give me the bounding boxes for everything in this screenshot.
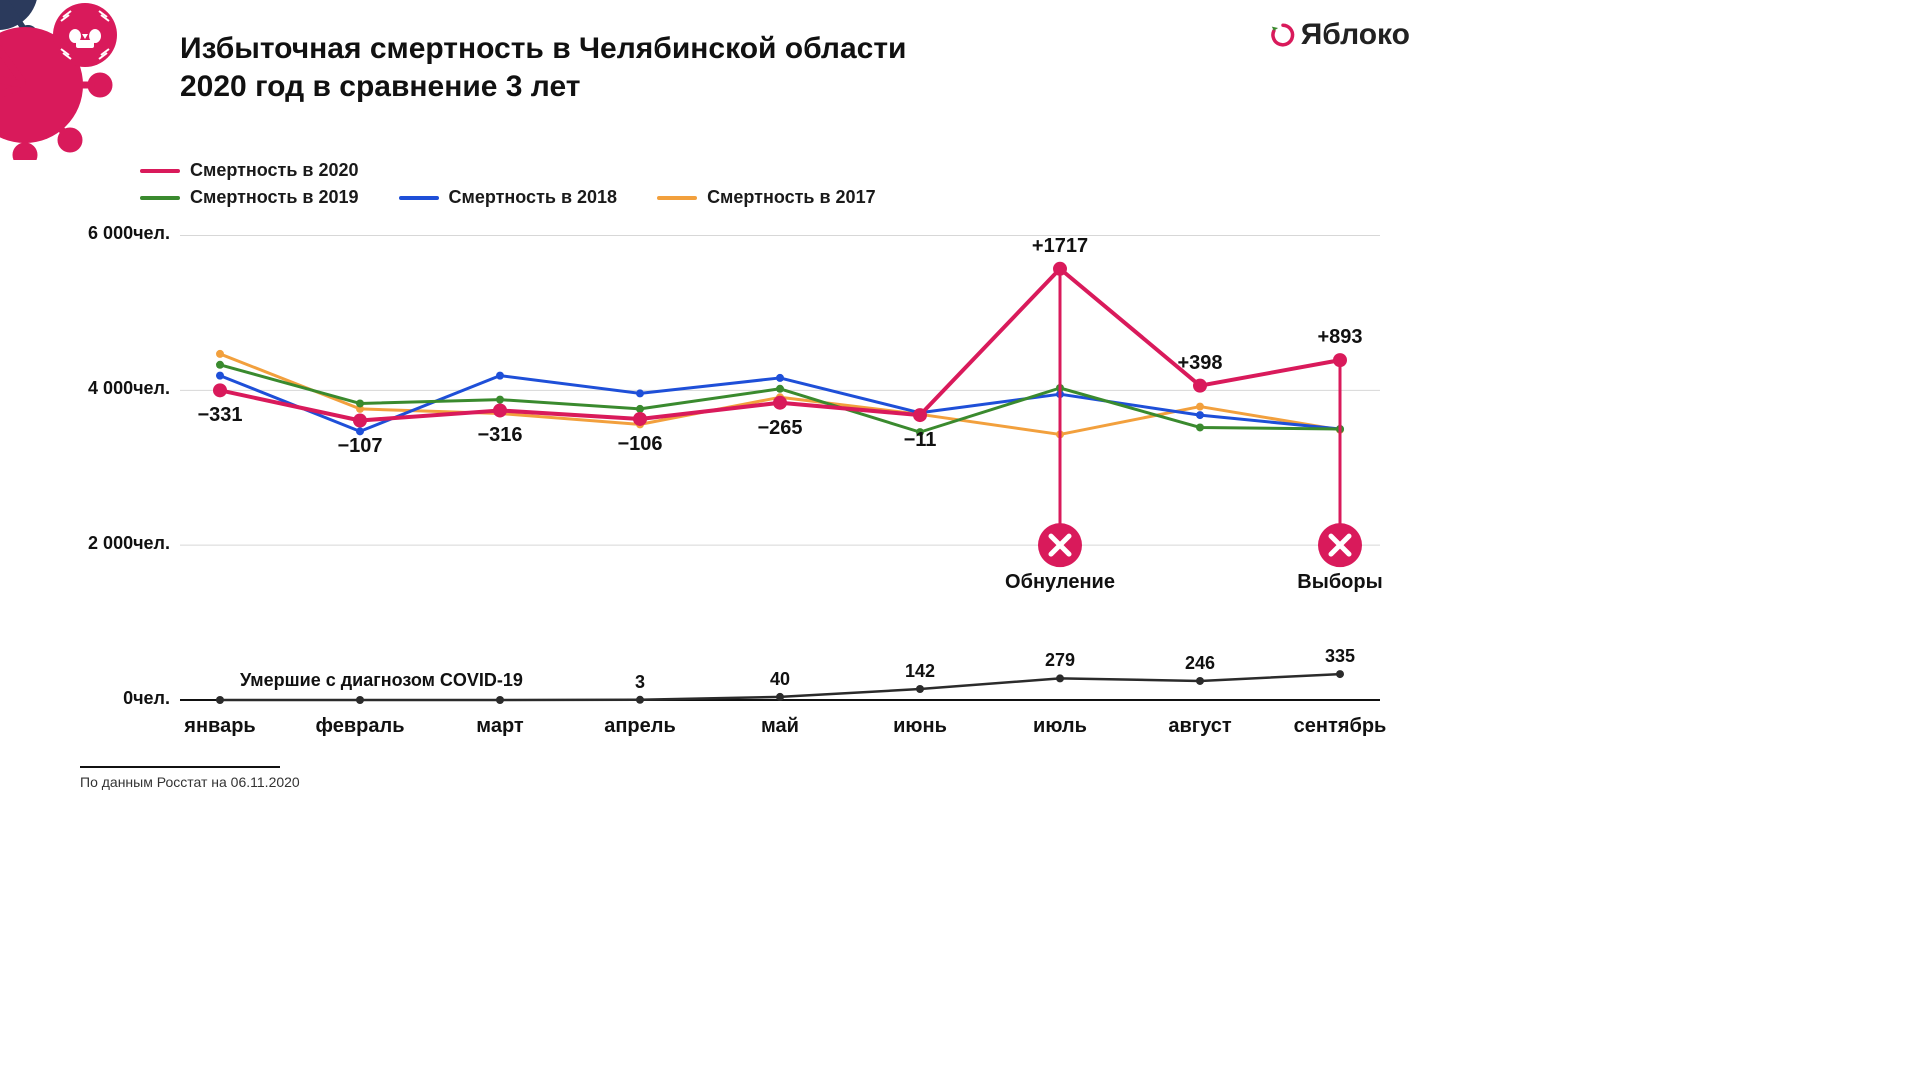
virus-decoration — [0, 0, 160, 160]
y-axis-tick-label: 4 000чел. — [80, 378, 170, 399]
x-axis-tick-label: июнь — [893, 715, 947, 738]
y-axis-tick-label: 6 000чел. — [80, 223, 170, 244]
page-header: Избыточная смертность в Челябинской обла… — [180, 30, 906, 105]
page-title: Избыточная смертность в Челябинской обла… — [180, 30, 906, 105]
diff-label: −265 — [757, 417, 802, 440]
covid-value-label: 279 — [1045, 650, 1075, 671]
diff-label: +893 — [1317, 326, 1362, 349]
diff-label: +398 — [1177, 352, 1222, 375]
chart: Смертность в 2020 Смертность в 2019 Смер… — [80, 160, 1400, 750]
x-axis-tick-label: июль — [1033, 715, 1087, 738]
covid-value-label: 142 — [905, 661, 935, 682]
footnote-divider — [80, 766, 280, 768]
x-axis-tick-label: апрель — [604, 715, 676, 738]
diff-label: −11 — [904, 429, 937, 452]
page: Избыточная смертность в Челябинской обла… — [0, 0, 1440, 810]
source-footnote: По данным Росстат на 06.11.2020 — [80, 766, 300, 790]
x-axis-tick-label: август — [1168, 715, 1231, 738]
event-label: Обнуление — [1005, 571, 1115, 594]
diff-label: −316 — [477, 424, 522, 447]
covid-value-label: 40 — [770, 669, 790, 690]
brand-logo: Яблоко — [1269, 18, 1410, 52]
x-axis-tick-label: май — [761, 715, 799, 738]
covid-value-label: 335 — [1325, 646, 1355, 667]
covid-value-label: 3 — [635, 672, 645, 693]
diff-label: −107 — [337, 435, 382, 458]
x-axis-tick-label: январь — [184, 715, 255, 738]
footnote-text: По данным Росстат на 06.11.2020 — [80, 774, 300, 790]
covid-series-label: Умершие с диагнозом COVID-19 — [240, 670, 523, 691]
diff-label: −106 — [617, 433, 662, 456]
diff-label: +1717 — [1032, 235, 1088, 258]
x-axis-tick-label: февраль — [316, 715, 405, 738]
x-axis-tick-label: сентябрь — [1294, 715, 1387, 738]
event-label: Выборы — [1297, 571, 1382, 594]
covid-value-label: 246 — [1185, 653, 1215, 674]
title-line-1: Избыточная смертность в Челябинской обла… — [180, 32, 906, 65]
x-axis-tick-label: март — [476, 715, 523, 738]
title-line-2: 2020 год в сравнение 3 лет — [180, 70, 580, 103]
diff-label: −331 — [197, 404, 242, 427]
y-axis-tick-label: 2 000чел. — [80, 533, 170, 554]
brand-name: Яблоко — [1301, 18, 1410, 52]
y-axis-tick-label: 0чел. — [80, 688, 170, 709]
yabloko-logo-icon — [1269, 21, 1297, 49]
